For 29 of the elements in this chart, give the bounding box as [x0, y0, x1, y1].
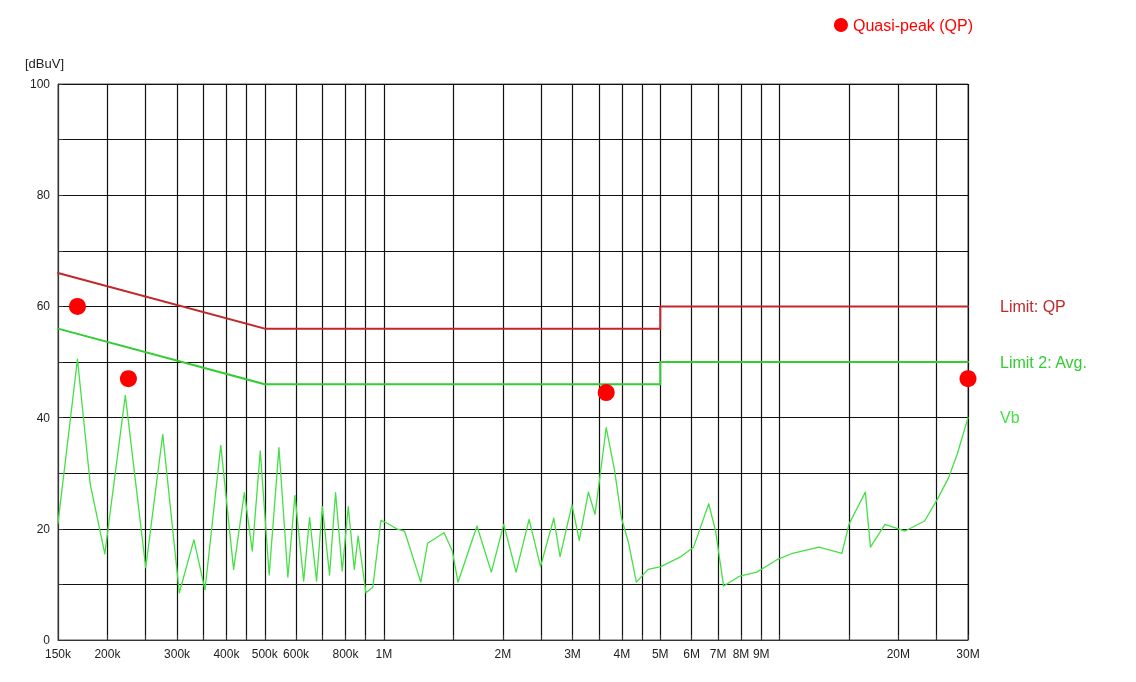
x-tick-label: 7M — [709, 647, 727, 661]
x-tick-label: 5M — [651, 647, 669, 661]
y-tick-label: 20 — [36, 521, 51, 536]
y-tick-label: 100 — [29, 77, 51, 91]
y-tick-label: 0 — [43, 633, 51, 647]
x-tick-label: 300k — [164, 647, 192, 661]
legend-label: Quasi-peak (QP) — [852, 16, 974, 34]
x-tick-label: 400k — [213, 647, 241, 661]
x-tick-label: 200k — [94, 647, 122, 661]
x-tick-label: 8M — [732, 647, 750, 661]
y-tick-label: 80 — [36, 188, 51, 203]
y-axis-title: [dBuV] — [24, 56, 64, 71]
series-label: Limit 2: Avg. — [1000, 353, 1087, 371]
series-label: Limit: QP — [1000, 297, 1066, 315]
x-tick-label: 20M — [886, 647, 911, 661]
x-tick-label: 600k — [283, 647, 311, 661]
x-tick-label: 2M — [494, 647, 512, 661]
x-tick-label: 4M — [613, 647, 631, 661]
series-label: Vb — [1000, 409, 1020, 427]
y-tick-label: 60 — [36, 299, 51, 314]
x-tick-label: 3M — [564, 647, 581, 661]
x-tick-label: 500k — [251, 647, 279, 661]
y-tick-label: 40 — [36, 410, 51, 425]
x-tick-label: 9M — [752, 647, 770, 661]
x-tick-label: 800k — [332, 647, 360, 661]
x-tick-label: 6M — [683, 647, 700, 661]
x-tick-label: 150k — [44, 647, 73, 661]
x-tick-label: 1M — [375, 647, 393, 661]
x-tick-label: 30M — [956, 647, 980, 661]
